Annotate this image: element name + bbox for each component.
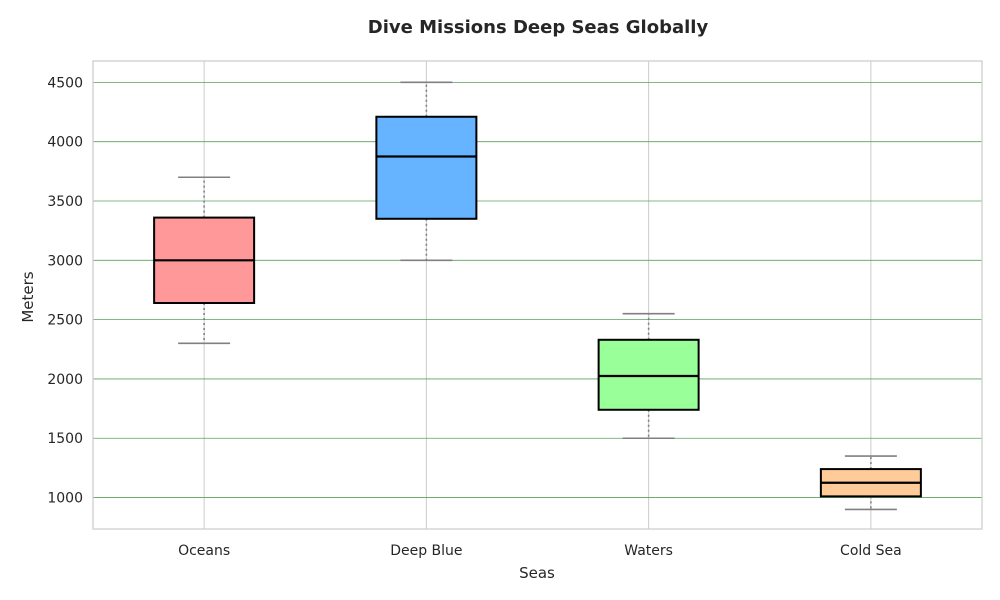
box-body (597, 338, 700, 411)
y-axis-label: Meters (19, 271, 37, 322)
box-waters (597, 312, 700, 440)
y-tick-label: 3000 (47, 253, 83, 269)
y-tick-label: 4000 (47, 135, 83, 151)
box-body (375, 115, 478, 220)
y-tick-label: 4500 (47, 75, 83, 91)
box-series (153, 81, 922, 511)
x-tick-label: Waters (624, 543, 673, 559)
horizontal-grid (93, 81, 982, 498)
y-tick-label: 1000 (47, 491, 83, 507)
x-tick-label: Cold Sea (840, 543, 902, 559)
box-deep-blue (375, 81, 478, 262)
y-tick-label: 1500 (47, 431, 83, 447)
x-axis-ticks: Oceans Deep Blue Waters Cold Sea (178, 543, 902, 559)
y-tick-label: 2500 (47, 313, 83, 329)
x-tick-label: Deep Blue (390, 543, 462, 559)
y-tick-label: 3500 (47, 194, 83, 210)
box-oceans (153, 176, 256, 345)
box-cold-sea (819, 455, 922, 511)
plot-frame (92, 60, 983, 530)
chart-title: Dive Missions Deep Seas Globally (368, 17, 709, 38)
y-axis-ticks: 1000 1500 2000 2500 3000 3500 4000 4500 (47, 75, 83, 506)
plot-area (92, 60, 983, 530)
x-axis-label: Seas (519, 564, 555, 582)
y-tick-label: 2000 (47, 372, 83, 388)
x-tick-label: Oceans (178, 543, 230, 559)
